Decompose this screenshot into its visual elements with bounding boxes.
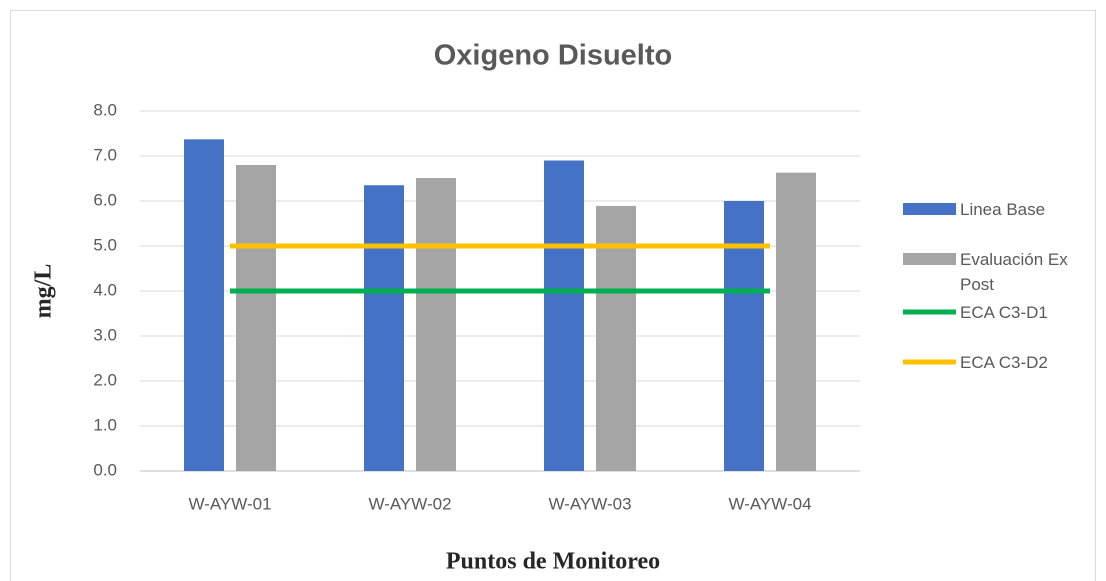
chart-frame bbox=[10, 10, 1096, 581]
bar bbox=[184, 139, 224, 471]
legend-swatch bbox=[903, 203, 956, 215]
legend-label: Evaluación Ex Post bbox=[960, 249, 1068, 294]
legend-item: ECA C3-D1 bbox=[960, 302, 1048, 322]
bar bbox=[416, 178, 456, 472]
chart-title: Oxigeno Disuelto bbox=[434, 40, 672, 72]
x-tick-label: W-AYW-03 bbox=[548, 494, 631, 513]
y-tick-label: 0.0 bbox=[93, 460, 117, 479]
y-axis-title: mg/L bbox=[31, 264, 57, 319]
bar bbox=[596, 205, 636, 471]
y-tick-label: 4.0 bbox=[93, 280, 117, 299]
legend-label: ECA C3-D2 bbox=[960, 352, 1048, 372]
legend-swatch bbox=[903, 253, 956, 265]
y-tick-label: 8.0 bbox=[93, 100, 117, 119]
legend-item: Linea Base bbox=[960, 199, 1046, 219]
legend-label: ECA C3-D1 bbox=[960, 302, 1048, 322]
legend-item: Evaluación Ex Post bbox=[960, 249, 1068, 294]
x-tick-label: W-AYW-02 bbox=[368, 494, 451, 513]
y-tick-label: 3.0 bbox=[93, 325, 117, 344]
y-tick-label: 2.0 bbox=[93, 370, 117, 389]
y-tick-label: 1.0 bbox=[93, 415, 117, 434]
y-tick-label: 6.0 bbox=[93, 190, 117, 209]
x-tick-label: W-AYW-04 bbox=[728, 494, 811, 513]
bar bbox=[724, 201, 764, 471]
bar bbox=[776, 172, 816, 471]
bar bbox=[544, 160, 584, 471]
bar bbox=[364, 185, 404, 471]
y-tick-label: 5.0 bbox=[93, 235, 117, 254]
x-tick-label: W-AYW-01 bbox=[188, 494, 271, 513]
bar bbox=[236, 165, 276, 471]
legend-item: ECA C3-D2 bbox=[960, 352, 1048, 372]
x-axis-title: Puntos de Monitoreo bbox=[446, 549, 660, 575]
legend-label: Linea Base bbox=[960, 199, 1046, 219]
y-tick-label: 7.0 bbox=[93, 145, 117, 164]
